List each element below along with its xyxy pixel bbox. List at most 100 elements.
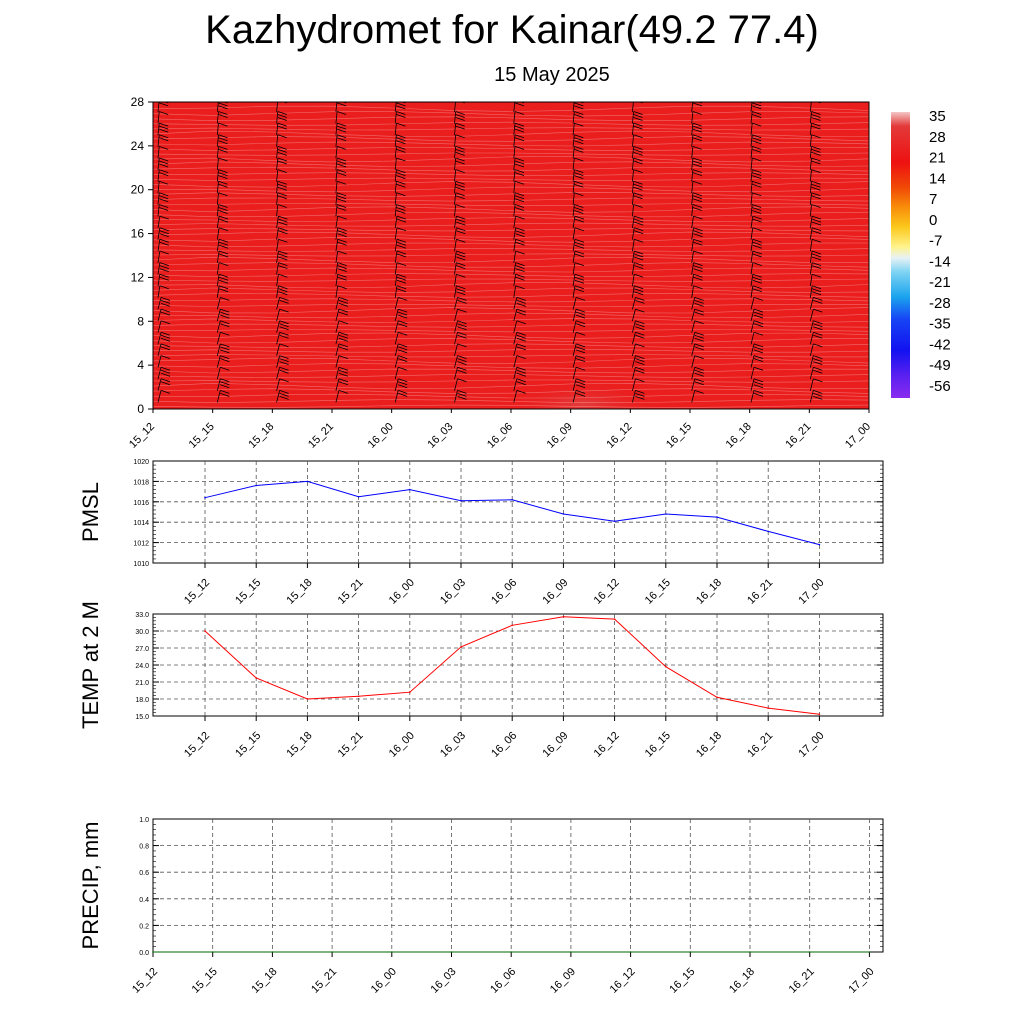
wind-barb-flag [279,358,289,362]
wind-barb [809,367,814,380]
wind-barb-flag [159,134,169,139]
wind-barb-flag [692,169,703,173]
wind-barb [572,216,576,229]
wind-barb-flag [337,250,347,255]
wind-barb-flag [694,372,704,377]
wind-barb [750,332,755,345]
wind-barb [750,285,754,298]
wind-barb-flag [159,273,169,278]
wind-barb-flag [159,125,169,130]
wind-barb-flag [634,218,644,223]
wind-barb-flag [694,369,704,374]
wind-barb-flag [692,157,703,162]
wind-barb-flag [160,300,171,304]
wind-barb-flag [515,265,525,269]
y-tick-label: 0.8 [139,844,149,851]
wind-barb-flag [752,276,762,281]
wind-barb-flag [396,102,406,107]
wind-barb-flag [811,125,821,130]
wind-barb-flag [516,331,526,336]
wind-barb [157,355,162,368]
wind-barb [335,239,339,252]
wind-barb [276,250,279,264]
wind-barb [454,320,458,333]
wind-barb-flag [398,308,408,313]
data-point [357,495,360,498]
x-tick-label: 16_03 [425,421,455,451]
wind-barb [335,204,338,217]
x-tick-label: 16_15 [664,421,694,451]
y-tick-label: 24 [131,139,145,153]
wind-barb-flag [457,393,467,397]
wind-barb [157,239,161,252]
x-tick-label: 16_06 [489,730,519,760]
wind-barb-flag [753,311,764,316]
wind-barb-flag [160,331,171,336]
x-tick-label: 17_00 [796,577,826,607]
wind-barb-flag [160,297,171,301]
wind-barb-flag [278,221,288,226]
wind-barb-flag [693,238,703,243]
wind-barb [216,274,220,287]
wind-barb-flag [634,285,644,290]
wind-barb [870,112,871,124]
wind-barb-flag [455,180,465,185]
wind-barb [454,134,457,147]
wind-barb-flag [398,390,408,394]
contour-line [153,222,869,227]
wind-barb-flag [277,183,287,188]
wind-barb-flag [633,157,643,162]
wind-barb-flag [813,300,823,304]
wind-barb [572,123,575,136]
wind-barb-flag [396,134,406,139]
contour-line [153,354,869,358]
x-tick-label: 17_00 [846,966,876,996]
wind-barb-flag [635,393,645,397]
wind-barb-flag [338,308,349,313]
wind-barb [335,262,339,275]
wind-barb-flag [871,193,880,196]
wind-barb-flag [279,343,289,348]
wind-barb-flag [338,343,349,348]
wind-barb-flag [694,346,704,351]
wind-barb [513,204,516,217]
wind-barb [809,157,812,171]
wind-barb-flag [694,308,704,313]
wind-barb-flag [694,311,704,316]
x-tick-label: 15_12 [182,577,212,607]
wind-barb-flag [516,343,526,348]
wind-barb-flag [160,381,171,386]
wind-barb-flag [396,288,407,293]
wind-barb-flag [515,273,525,278]
y-axis-label: PRECIP, mm [78,822,103,950]
wind-barb-flag [693,268,703,272]
wind-barb [632,146,634,159]
wind-barb-flag [635,378,645,383]
y-axis-label: PMSL [78,482,103,542]
wind-barb-flag [279,326,289,331]
wind-barb-flag [811,265,822,269]
wind-barb-flag [574,180,584,185]
wind-barb [394,343,399,357]
wind-barb-flag [574,218,585,223]
wind-barb-flag [635,343,645,348]
wind-barb-flag [871,263,880,266]
wind-barb-flag [753,323,764,328]
colorbar-label: -35 [929,316,951,333]
wind-barb [394,216,398,229]
wind-barb [157,297,162,310]
wind-barb [870,135,871,147]
wind-barb-flag [277,204,287,208]
wind-barb-flag [693,273,703,278]
wind-barb [870,263,872,275]
wind-barb-flag [813,331,823,336]
wind-barb [216,390,221,403]
y-tick-label: 24.0 [135,663,149,670]
wind-barb-flag [277,157,287,162]
x-tick-label: 16_18 [694,577,724,607]
wind-barb [572,378,577,391]
wind-barb [691,216,694,229]
wind-barb-flag [398,320,408,325]
wind-barb-flag [811,152,821,156]
data-point [613,520,616,522]
